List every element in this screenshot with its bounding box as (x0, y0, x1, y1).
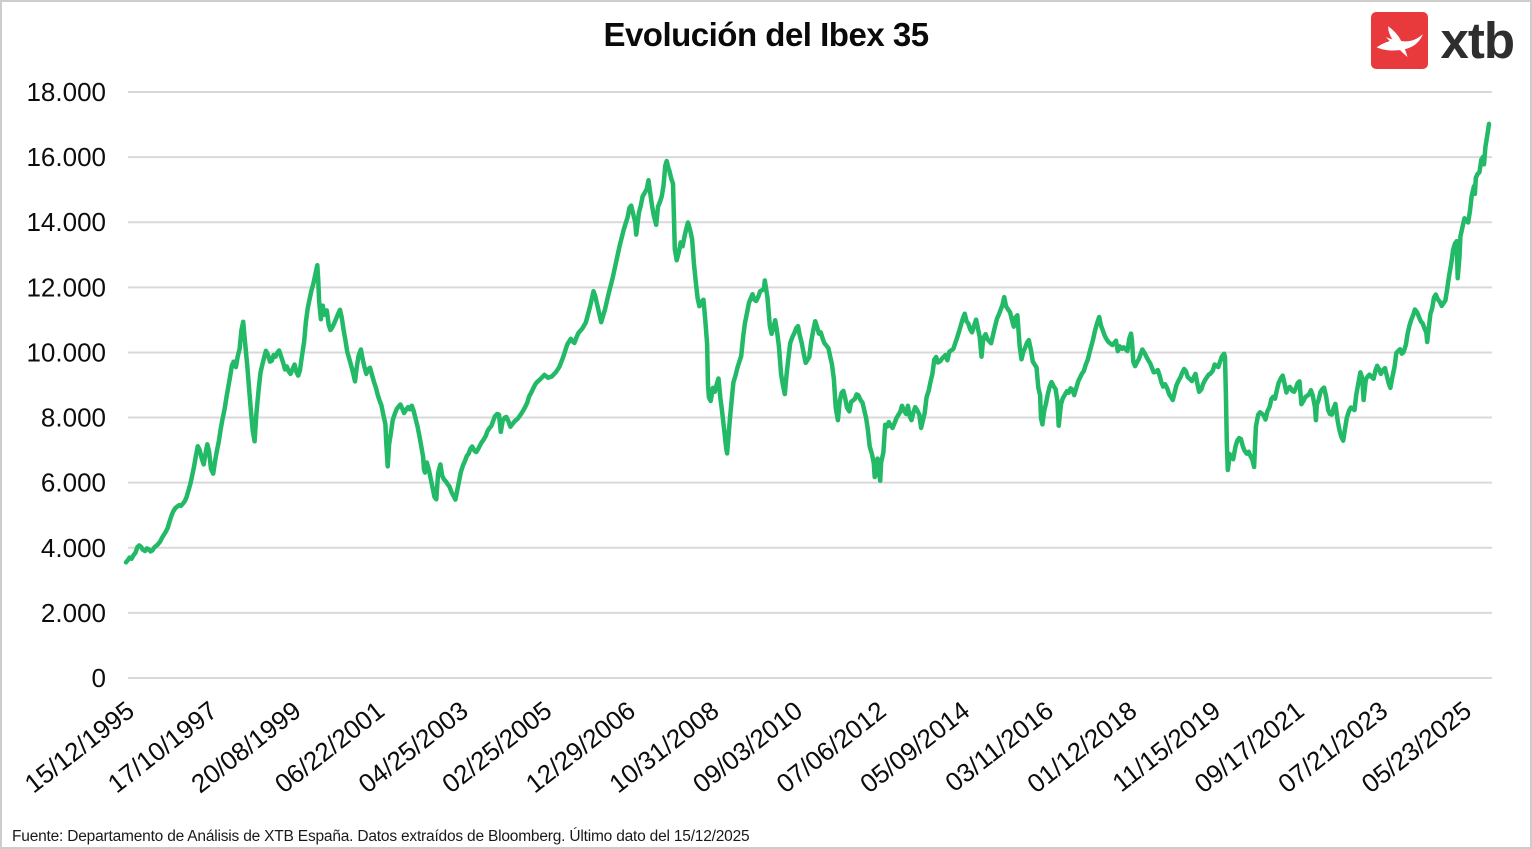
source-note: Fuente: Departamento de Análisis de XTB … (12, 828, 750, 845)
y-axis-tick-label: 12.000 (26, 272, 106, 302)
page-title: Evolución del Ibex 35 (603, 16, 929, 53)
xtb-swallow-tail (1376, 37, 1396, 48)
y-axis-tick-label: 0 (92, 663, 106, 693)
y-axis-tick-label: 10.000 (26, 337, 106, 367)
y-axis-tick-label: 14.000 (26, 207, 106, 237)
xtb-logo: xtb (1370, 12, 1515, 69)
y-axis-tick-label: 4.000 (41, 533, 106, 563)
y-axis-tick-label: 16.000 (26, 142, 106, 172)
ibex35-line-series (123, 121, 1492, 565)
y-axis-tick-label: 8.000 (41, 403, 106, 433)
xtb-logo-text: xtb (1440, 12, 1515, 69)
y-axis-tick-label: 18.000 (26, 77, 106, 107)
xtb-swallow-icon (1370, 12, 1428, 69)
y-axis-tick-label: 6.000 (41, 468, 106, 498)
y-axis-tick-label: 2.000 (41, 598, 106, 628)
xtb-swallow-wing-cross (1387, 26, 1407, 58)
